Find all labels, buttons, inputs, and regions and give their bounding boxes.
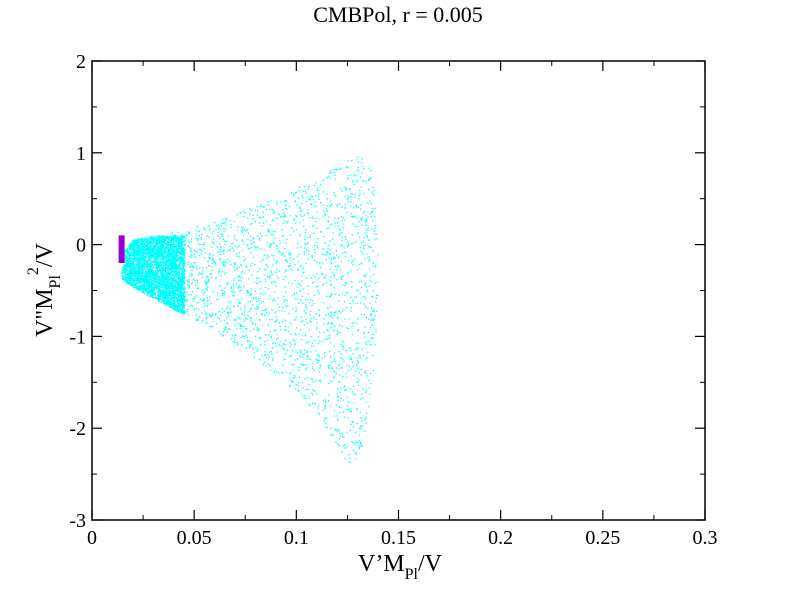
y-axis-label: V"MPl2/V [25,242,64,336]
purple-bar-mark [118,235,125,263]
x-axis: 0 0.05 0.1 0.15 0.2 0.25 0.3 [87,61,718,549]
x-tick-label: 0.25 [585,527,620,549]
chart-title: CMBPol, r = 0.005 [313,2,483,27]
y-tick-label: -3 [69,510,86,532]
x-tick-label: 0 [87,527,97,549]
x-tick-label: 0.2 [488,527,513,549]
x-tick-label: 0.3 [693,527,718,549]
scatter-points [121,156,379,464]
x-axis-label: V’MPl/V [358,551,443,583]
y-tick-label: -2 [69,418,86,440]
scatter-dense-core [121,235,186,315]
highlight-marker [118,235,125,263]
y-tick-label: 0 [76,235,86,257]
x-tick-label: 0.1 [284,527,309,549]
y-tick-label: -1 [69,326,86,348]
scatter-point-cloud [121,156,379,464]
x-tick-label: 0.05 [177,527,212,549]
y-tick-label: 1 [76,143,86,165]
x-tick-label: 0.15 [381,527,416,549]
y-axis: -3 -2 -1 0 1 2 [69,51,705,532]
y-tick-label: 2 [76,51,86,73]
